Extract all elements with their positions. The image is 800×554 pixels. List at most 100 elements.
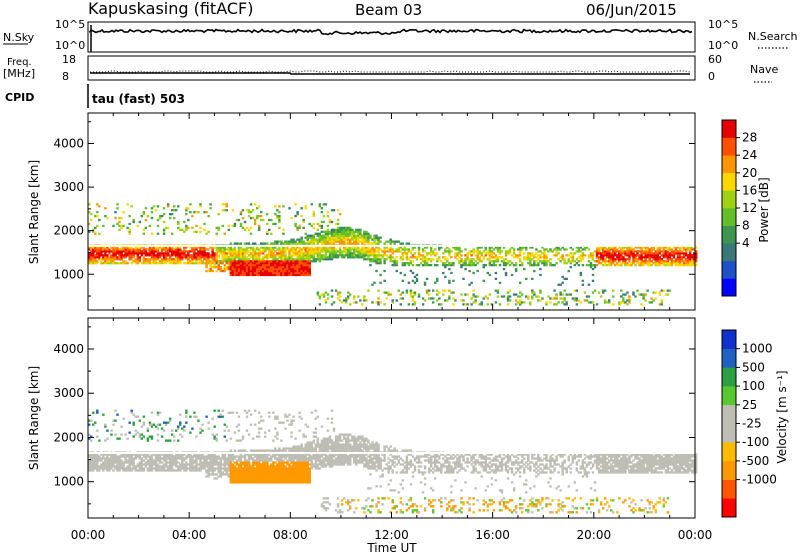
velocity-cell xyxy=(276,433,279,436)
power-cell xyxy=(342,230,346,233)
power-cell xyxy=(520,301,524,304)
velocity-cell xyxy=(251,463,255,466)
velocity-cell xyxy=(108,469,111,472)
power-cell xyxy=(100,262,103,265)
power-cell xyxy=(369,250,372,253)
power-cell xyxy=(201,260,204,263)
velocity-cell xyxy=(276,457,279,460)
power-cell xyxy=(381,250,384,253)
power-cell xyxy=(245,258,249,261)
power-cell xyxy=(541,256,544,259)
velocity-cell xyxy=(306,479,309,482)
velocity-cell xyxy=(209,459,212,462)
power-cell xyxy=(282,265,285,269)
power-cell xyxy=(298,262,301,265)
power-cell xyxy=(278,216,281,220)
power-cell xyxy=(344,234,348,237)
power-cell xyxy=(387,248,390,251)
velocity-cell xyxy=(302,459,305,462)
power-cell xyxy=(247,273,251,277)
power-cell xyxy=(373,254,376,257)
power-cell xyxy=(427,297,431,300)
power-cell xyxy=(154,262,158,265)
velocity-cell xyxy=(270,467,273,470)
power-cell xyxy=(692,248,696,251)
power-cell xyxy=(666,264,670,267)
velocity-cell xyxy=(304,477,307,480)
velocity-cell xyxy=(110,463,113,466)
power-cell xyxy=(508,260,512,263)
power-cell xyxy=(175,256,178,259)
power-cell xyxy=(292,242,295,245)
velocity-cell xyxy=(255,467,259,470)
power-cell xyxy=(502,258,506,261)
velocity-cell xyxy=(104,459,107,462)
velocity-cell xyxy=(217,463,220,466)
power-cell xyxy=(158,214,162,218)
power-cell xyxy=(476,248,479,251)
velocity-cell xyxy=(286,447,289,450)
power-cell xyxy=(338,254,342,257)
power-cell xyxy=(436,279,439,282)
power-cell xyxy=(399,297,403,300)
power-cell xyxy=(349,234,352,237)
velocity-cell xyxy=(183,425,186,428)
power-cell xyxy=(158,246,162,249)
power-cell xyxy=(249,264,253,267)
power-cell xyxy=(239,262,243,265)
power-cell xyxy=(351,228,354,231)
power-cell xyxy=(371,246,374,249)
power-cell xyxy=(270,252,273,255)
power-cell xyxy=(122,262,125,265)
velocity-cell xyxy=(280,477,283,480)
power-cell xyxy=(351,256,354,259)
velocity-cell xyxy=(211,433,214,436)
power-cell xyxy=(300,265,303,269)
power-cell xyxy=(610,262,613,265)
power-cell xyxy=(367,246,370,249)
power-cell xyxy=(102,262,105,265)
power-cell xyxy=(227,265,231,269)
power-cell xyxy=(361,248,364,251)
power-cell xyxy=(431,297,435,300)
power-cell xyxy=(565,301,568,304)
power-cell xyxy=(444,264,447,267)
power-cell xyxy=(488,262,492,265)
velocity-cell xyxy=(209,467,212,470)
power-cell xyxy=(215,262,218,265)
power-cell xyxy=(421,250,425,253)
velocity-cell xyxy=(144,461,148,464)
power-cell xyxy=(330,238,334,241)
power-cell xyxy=(302,264,305,267)
velocity-cell xyxy=(264,481,267,484)
velocity-cell xyxy=(162,429,166,432)
power-cell xyxy=(231,271,235,275)
velocity-cell xyxy=(268,411,271,414)
power-cell xyxy=(375,262,378,265)
power-cell xyxy=(302,262,305,265)
power-cell xyxy=(527,254,530,257)
power-cell xyxy=(193,248,196,251)
power-cell xyxy=(298,240,301,243)
power-cell xyxy=(245,209,249,212)
power-cell xyxy=(257,271,261,275)
power-cell xyxy=(276,265,279,269)
power-cell xyxy=(172,216,176,220)
power-cell xyxy=(233,258,237,261)
velocity-cell xyxy=(239,471,243,474)
velocity-cell xyxy=(90,459,93,462)
velocity-cell xyxy=(245,465,249,468)
velocity-cell xyxy=(298,429,301,432)
power-cell xyxy=(318,234,322,237)
power-cell xyxy=(251,256,255,259)
power-cell xyxy=(559,283,562,286)
power-cell xyxy=(185,224,188,228)
power-cell xyxy=(302,218,305,222)
power-cell xyxy=(328,232,332,235)
velocity-cell xyxy=(251,477,255,480)
power-cell xyxy=(264,271,267,275)
power-cell xyxy=(543,256,546,259)
power-cell xyxy=(660,254,664,257)
power-cell xyxy=(288,240,291,243)
velocity-cell xyxy=(102,465,105,468)
